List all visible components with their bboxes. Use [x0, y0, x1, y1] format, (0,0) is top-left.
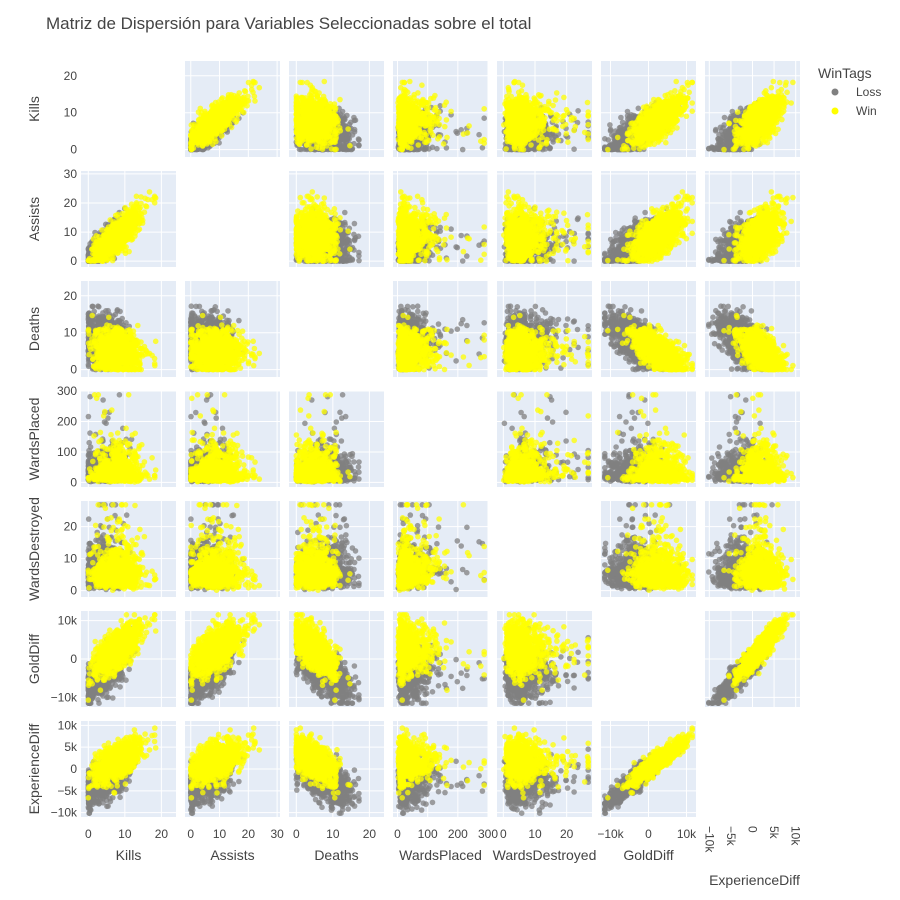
- panels: [81, 61, 800, 817]
- chart-title: Matriz de Dispersión para Variables Sele…: [46, 14, 531, 33]
- panel-kills-vs-assists: [185, 61, 280, 157]
